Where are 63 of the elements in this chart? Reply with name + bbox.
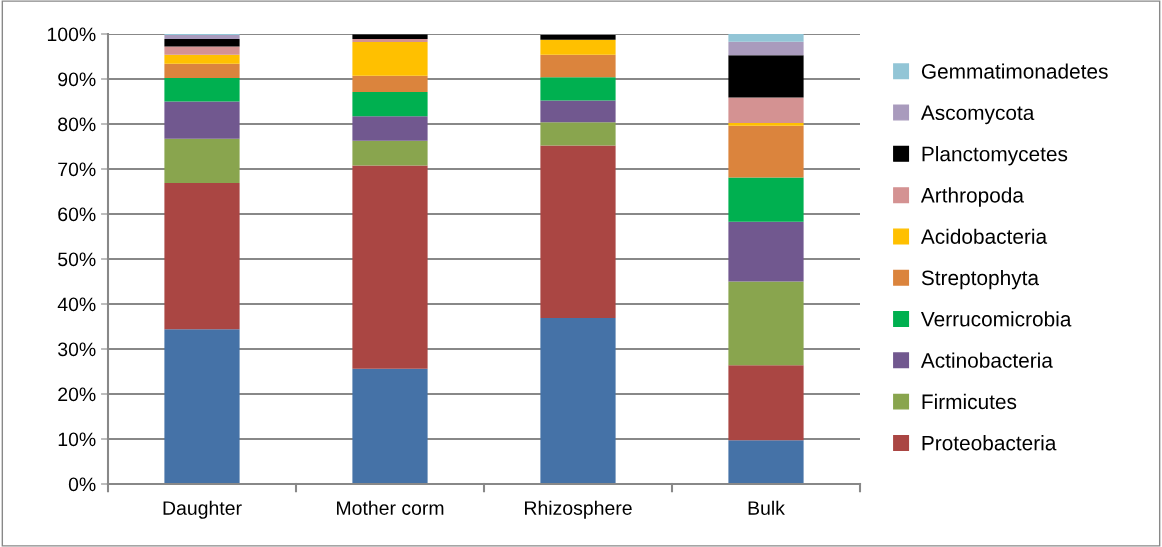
legend-label: Firmicutes [922, 393, 1017, 410]
bar [728, 41, 804, 56]
legend-label: Proteobacteria [922, 435, 1057, 451]
bar [728, 365, 804, 441]
y-tick-label: 40% [57, 297, 96, 312]
y-tick-label: 20% [58, 387, 96, 402]
bar [728, 55, 804, 98]
y-tick-label: 30% [58, 342, 96, 357]
bar [164, 329, 240, 484]
bar [164, 138, 240, 183]
bar [352, 116, 428, 141]
bar [540, 145, 616, 318]
x-tick-label: Bulk [748, 500, 785, 515]
x-tick-label: Rhizosphere [525, 500, 632, 519]
y-tick-label: 0% [68, 477, 96, 492]
bar [164, 182, 240, 330]
x-tick-label: Mother corm [337, 500, 444, 515]
bar [352, 38, 428, 43]
bar [164, 63, 240, 79]
legend-label: Verrucomicrobia [920, 311, 1072, 327]
bar [352, 42, 428, 76]
bar [540, 34, 616, 40]
bar [728, 440, 804, 484]
bar [164, 46, 240, 55]
bar [540, 317, 616, 484]
bar [728, 281, 804, 366]
bar [352, 75, 428, 93]
bar [164, 38, 240, 47]
legend-label: Gemmatimonadetes [921, 63, 1108, 79]
bar [728, 177, 804, 222]
bar [540, 39, 616, 55]
y-tick-label: 70% [58, 162, 96, 177]
bar [164, 101, 240, 139]
bar [164, 78, 240, 102]
legend-label: Acidobacteria [920, 228, 1048, 244]
bar [540, 100, 616, 123]
bar [164, 34, 240, 39]
y-tick-label: 80% [58, 117, 96, 132]
bar [540, 122, 616, 146]
bar [728, 125, 804, 178]
bar [728, 123, 804, 126]
y-tick-label: 90% [58, 72, 96, 87]
legend-label: Actinobacteria [920, 352, 1053, 368]
bar [352, 34, 428, 39]
bar [352, 92, 428, 117]
bar [540, 77, 616, 101]
bar [352, 140, 428, 166]
x-tick-label: Daughter [163, 500, 242, 519]
bar [540, 54, 616, 78]
y-tick-label: 10% [58, 432, 96, 447]
bar [728, 34, 804, 42]
legend-label: Arthropoda [920, 187, 1024, 207]
bar [728, 221, 804, 282]
y-tick-label: 50% [58, 252, 96, 267]
legend-label: Streptophyta [921, 269, 1040, 290]
y-tick-label: 100% [47, 27, 96, 42]
bar [164, 54, 240, 64]
bar [352, 368, 428, 484]
legend-label: Ascomycota [920, 105, 1035, 125]
bar [352, 165, 428, 369]
bar [728, 97, 804, 124]
legend-label: Planctomycetes [922, 146, 1068, 166]
y-tick-label: 60% [58, 207, 96, 222]
